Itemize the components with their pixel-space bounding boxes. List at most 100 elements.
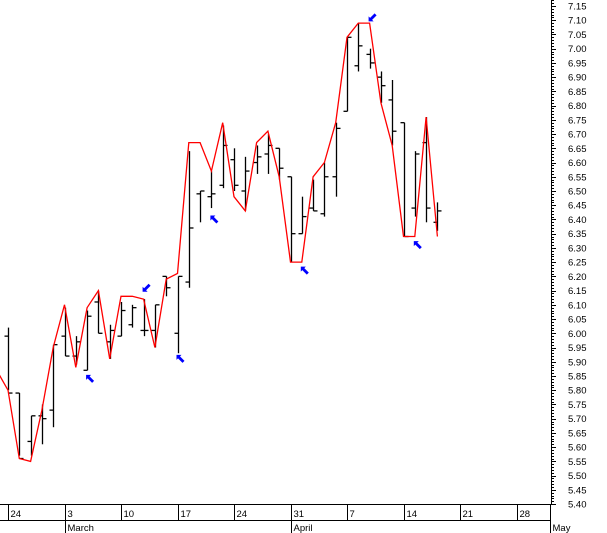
price-tick-label: 5.85	[568, 371, 587, 382]
price-tick-label: 5.75	[568, 400, 587, 411]
month-label: April	[294, 523, 313, 533]
ohlc-bar	[185, 151, 194, 288]
arrow-marker-icon	[210, 215, 219, 224]
ohlc-bar	[196, 190, 205, 223]
ohlc-bar	[366, 48, 375, 69]
ohlc-bar	[287, 176, 296, 263]
ohlc-bar	[128, 304, 137, 328]
arrow-shape	[300, 266, 309, 275]
ohlc-bar	[422, 116, 431, 223]
ohlc-bar	[4, 327, 13, 394]
ohlc-bar	[38, 404, 47, 445]
date-tick-label: 28	[520, 509, 531, 520]
date-tick-label: 14	[407, 509, 418, 520]
ohlc-bar	[275, 147, 284, 180]
arrow-marker-icon	[413, 241, 422, 250]
ohlc-bar	[354, 23, 363, 72]
price-tick-label: 6.15	[568, 286, 587, 297]
date-tick-label: 31	[294, 509, 305, 520]
ohlc-bar	[309, 179, 318, 212]
ohlc-bar	[332, 122, 341, 197]
ohlc-bar	[219, 125, 228, 189]
price-tick-label: 6.30	[568, 243, 587, 254]
arrow-shape	[86, 374, 95, 383]
price-tick-label: 6.80	[568, 101, 587, 112]
price-tick-label: 6.85	[568, 87, 587, 98]
arrow-marker-icon	[368, 13, 377, 22]
price-tick-label: 5.40	[568, 500, 587, 511]
date-tick-label: 17	[181, 509, 192, 520]
ohlc-bar	[49, 344, 58, 428]
arrow-marker-icon	[300, 266, 309, 275]
date-tick-label: 24	[237, 509, 248, 520]
price-tick-label: 5.65	[568, 428, 587, 439]
price-tick-label: 6.70	[568, 130, 587, 141]
price-tick-label: 6.90	[568, 73, 587, 84]
arrow-shape	[176, 354, 185, 363]
price-tick-label: 7.10	[568, 16, 587, 27]
price-tick-label: 7.00	[568, 44, 587, 55]
ohlc-bar	[411, 151, 420, 217]
date-axis: 24 3 10 17 24 31 7 14 21 28 March April May	[0, 504, 571, 533]
price-tick-label: 6.20	[568, 272, 587, 283]
price-tick-label: 6.25	[568, 258, 587, 269]
price-tick-label: 6.75	[568, 115, 587, 126]
plot-area	[0, 13, 442, 463]
price-axis: 7.15 7.10 7.05 7.00 6.95 6.90 6.85 6.80 6.75 6.70…	[551, 0, 587, 511]
ohlc-bar	[174, 275, 183, 354]
ohlc-bar	[264, 134, 273, 174]
date-tick-label: 3	[68, 509, 73, 520]
price-tick-label: 5.50	[568, 471, 587, 482]
arrow-shape	[368, 13, 377, 22]
ohlc-bar	[117, 301, 126, 337]
price-tick-label: 7.15	[568, 2, 587, 13]
date-tick-label: 7	[350, 509, 355, 520]
arrow-shape	[142, 283, 151, 292]
price-tick-label: 6.05	[568, 315, 587, 326]
ohlc-bar	[388, 79, 397, 146]
arrow-marker-icon	[176, 354, 185, 363]
ohlc-bar	[207, 171, 216, 209]
price-tick-label: 6.40	[568, 215, 587, 226]
arrow-marker-icon	[142, 283, 151, 292]
price-tick-label: 6.95	[568, 58, 587, 69]
ohlc-bar	[15, 392, 24, 460]
price-tick-label: 5.45	[568, 485, 587, 496]
price-tick-label: 6.35	[568, 229, 587, 240]
indicator-line	[0, 22, 439, 463]
ohlc-bar	[253, 145, 262, 174]
date-tick-label: 21	[463, 509, 474, 520]
date-tick-label: 24	[11, 509, 22, 520]
price-tick-label: 5.70	[568, 414, 587, 425]
arrow-shape	[413, 241, 422, 250]
month-label: March	[68, 523, 94, 533]
month-label: May	[553, 523, 571, 533]
price-tick-label: 5.60	[568, 443, 587, 454]
ohlc-bar	[27, 415, 36, 456]
price-tick-label: 6.00	[568, 329, 587, 340]
arrow-marker-icon	[86, 374, 95, 383]
ohlc-bar	[83, 310, 92, 371]
ohlc-bar	[320, 162, 329, 217]
ohlc-bar	[377, 71, 386, 103]
price-tick-label: 7.05	[568, 30, 587, 41]
arrow-shape	[210, 215, 219, 224]
price-tick-label: 6.65	[568, 144, 587, 155]
price-tick-label: 6.55	[568, 172, 587, 183]
price-tick-label: 5.95	[568, 343, 587, 354]
ohlc-bar	[241, 156, 250, 211]
ohlc-bar	[343, 36, 352, 112]
price-tick-label: 5.90	[568, 357, 587, 368]
price-tick-label: 6.50	[568, 186, 587, 197]
price-tick-label: 5.80	[568, 386, 587, 397]
date-tick-label: 10	[124, 509, 135, 520]
price-tick-label: 6.10	[568, 300, 587, 311]
ohlc-bar	[61, 307, 70, 357]
price-tick-label: 6.45	[568, 201, 587, 212]
ohlc-bar	[94, 290, 103, 334]
price-tick-label: 5.55	[568, 457, 587, 468]
ohlc-bar	[298, 196, 307, 235]
price-tick-label: 6.60	[568, 158, 587, 169]
ohlc-bar	[230, 148, 239, 191]
